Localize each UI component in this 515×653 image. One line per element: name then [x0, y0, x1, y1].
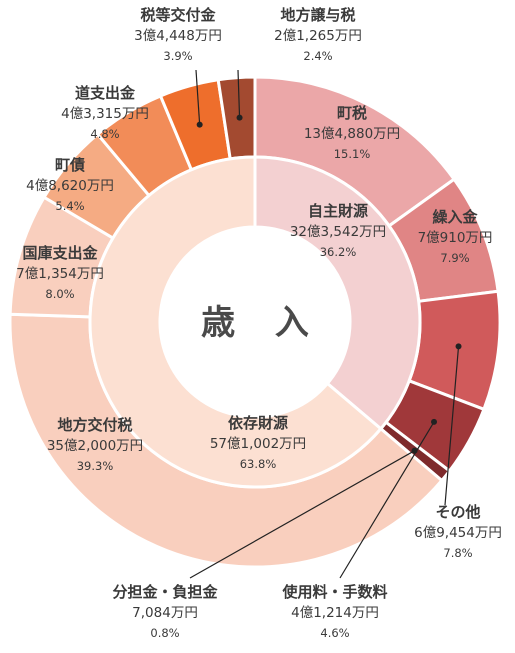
label-name: 繰入金 — [432, 208, 478, 226]
label-name: 国庫支出金 — [22, 244, 98, 262]
label-inner-1: 依存財源 57億1,002万円 63.8% — [210, 414, 306, 471]
label-percent: 4.8% — [90, 127, 119, 141]
label-inner-0: 自主財源 32億3,542万円 36.2% — [290, 202, 386, 259]
label-name: 地方交付税 — [57, 416, 132, 434]
label-outer-8: 道支出金 4億3,315万円 4.8% — [61, 84, 149, 141]
label-outer-7: 町債 4億8,620万円 5.4% — [26, 156, 114, 213]
center-label: 歳 入 — [201, 303, 323, 343]
label-name: 地方譲与税 — [280, 6, 355, 24]
label-callout-3: 使用料・手数料 4億1,214万円 4.6% — [281, 583, 387, 640]
label-percent: 7.8% — [443, 546, 472, 560]
leader-contributions — [189, 450, 415, 579]
leader-usage-fees — [339, 421, 435, 579]
label-outer-6: 国庫支出金 7億1,354万円 8.0% — [16, 244, 104, 301]
leader-other — [444, 346, 460, 506]
label-percent: 15.1% — [334, 147, 371, 161]
label-percent: 4.6% — [320, 626, 349, 640]
leader-dot-tax-grant — [196, 121, 203, 128]
label-name: 自主財源 — [308, 202, 368, 220]
label-amount: 7,084万円 — [132, 605, 198, 621]
label-amount: 4億3,315万円 — [61, 106, 149, 122]
label-amount: 2億1,265万円 — [274, 28, 362, 44]
label-callout-1: 地方譲与税 2億1,265万円 2.4% — [274, 6, 362, 63]
label-amount: 35億2,000万円 — [47, 438, 143, 454]
inner-slice-0 — [253, 155, 422, 431]
label-callout-2: その他 6億9,454万円 7.8% — [414, 503, 502, 560]
label-amount: 57億1,002万円 — [210, 436, 306, 452]
label-name: 依存財源 — [228, 414, 288, 432]
label-callout-0: 税等交付金 3億4,448万円 3.9% — [134, 6, 222, 63]
label-amount: 6億9,454万円 — [414, 525, 502, 541]
leader-tax-grant — [195, 69, 201, 125]
label-outer-5: 地方交付税 35億2,000万円 39.3% — [47, 416, 143, 473]
leader-dot-transfer-tax — [236, 114, 243, 121]
label-amount: 4億8,620万円 — [26, 178, 114, 194]
label-name: 使用料・手数料 — [281, 583, 387, 601]
label-amount: 7億1,354万円 — [16, 266, 104, 282]
label-outer-0: 町税 13億4,880万円 15.1% — [304, 104, 400, 161]
label-amount: 3億4,448万円 — [134, 28, 222, 44]
leader-dot-contributions — [411, 447, 418, 454]
label-name: 税等交付金 — [140, 6, 216, 24]
label-amount: 4億1,214万円 — [291, 605, 379, 621]
label-amount: 7億910万円 — [418, 230, 493, 246]
leader-lines — [189, 69, 462, 579]
label-percent: 7.9% — [440, 251, 469, 265]
label-percent: 63.8% — [240, 457, 277, 471]
inner-ring — [88, 155, 422, 489]
labels: 町税 13億4,880万円 15.1% 繰入金 7億910万円 7.9% 地方交付税 35億2… — [16, 6, 502, 640]
label-name: 町税 — [337, 104, 367, 122]
label-name: 分担金・負担金 — [112, 583, 218, 601]
label-name: その他 — [435, 503, 480, 521]
label-outer-1: 繰入金 7億910万円 7.9% — [418, 208, 493, 265]
leader-dot-other — [455, 343, 462, 350]
leader-dot-usage-fees — [431, 418, 438, 425]
label-name: 道支出金 — [75, 84, 136, 102]
leader-transfer-tax — [237, 69, 241, 118]
label-callout-4: 分担金・負担金 7,084万円 0.8% — [112, 583, 218, 640]
label-amount: 13億4,880万円 — [304, 126, 400, 142]
label-percent: 8.0% — [45, 287, 74, 301]
label-percent: 5.4% — [55, 199, 84, 213]
label-percent: 3.9% — [163, 49, 192, 63]
label-percent: 36.2% — [320, 245, 357, 259]
label-percent: 39.3% — [77, 459, 114, 473]
inner-slice-1 — [88, 155, 383, 489]
label-amount: 32億3,542万円 — [290, 224, 386, 240]
label-percent: 0.8% — [150, 626, 179, 640]
label-percent: 2.4% — [303, 49, 332, 63]
label-name: 町債 — [55, 156, 85, 174]
